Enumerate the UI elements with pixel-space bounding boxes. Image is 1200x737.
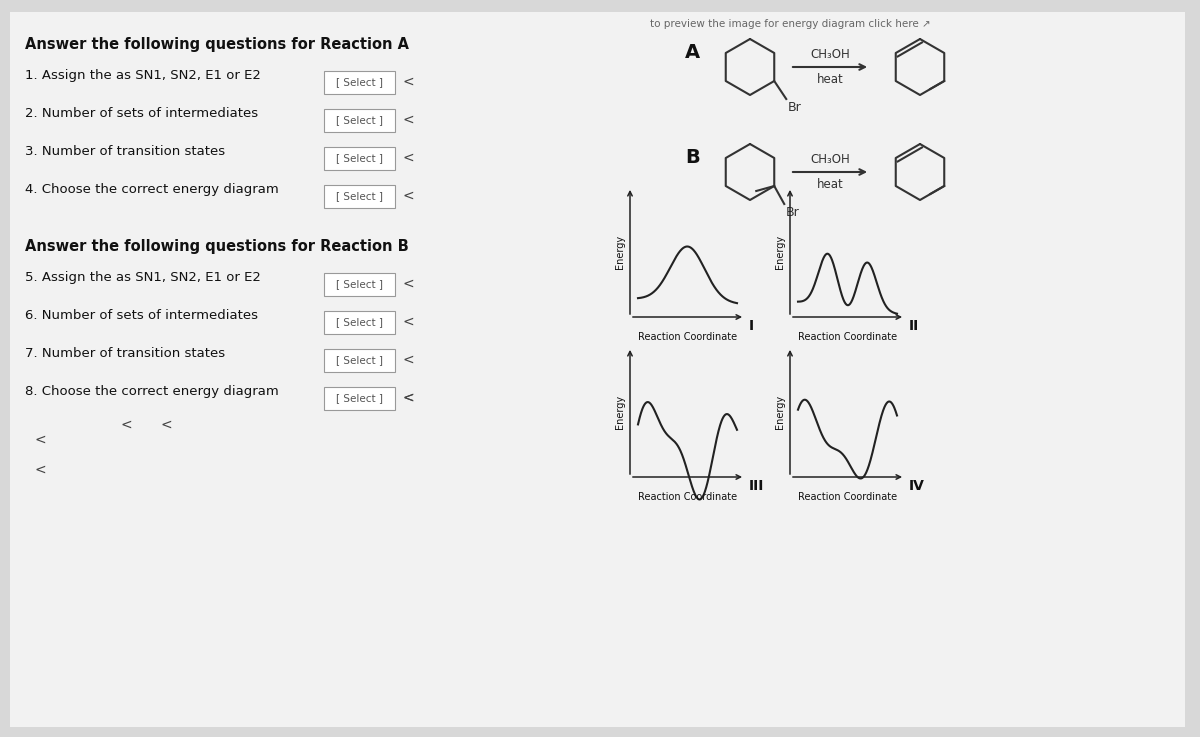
Text: <: <: [403, 151, 415, 165]
Text: II: II: [910, 319, 919, 333]
Text: <: <: [403, 189, 415, 203]
Text: Answer the following questions for Reaction B: Answer the following questions for React…: [25, 239, 409, 254]
FancyBboxPatch shape: [324, 108, 395, 131]
Text: <: <: [403, 315, 415, 329]
FancyBboxPatch shape: [324, 273, 395, 296]
Text: Reaction Coordinate: Reaction Coordinate: [638, 332, 737, 342]
Text: Br: Br: [788, 101, 802, 114]
Text: CH₃OH: CH₃OH: [810, 48, 850, 61]
Text: III: III: [749, 479, 764, 493]
Text: Energy: Energy: [775, 235, 785, 269]
Text: <: <: [403, 113, 415, 127]
Text: <: <: [403, 75, 415, 89]
Text: [ Select ]: [ Select ]: [336, 393, 383, 403]
FancyBboxPatch shape: [324, 184, 395, 208]
Text: <: <: [35, 433, 47, 447]
Text: B: B: [685, 147, 700, 167]
Text: [ Select ]: [ Select ]: [336, 115, 383, 125]
FancyBboxPatch shape: [324, 310, 395, 334]
Text: Answer the following questions for Reaction A: Answer the following questions for React…: [25, 37, 409, 52]
Text: <: <: [403, 391, 415, 405]
FancyBboxPatch shape: [324, 386, 395, 410]
Text: [ Select ]: [ Select ]: [336, 153, 383, 163]
Text: 8. Choose the correct energy diagram: 8. Choose the correct energy diagram: [25, 385, 278, 398]
Text: [ Select ]: [ Select ]: [336, 77, 383, 87]
Text: [ Select ]: [ Select ]: [336, 279, 383, 289]
Text: 3. Number of transition states: 3. Number of transition states: [25, 145, 226, 158]
Text: 1. Assign the as SN1, SN2, E1 or E2: 1. Assign the as SN1, SN2, E1 or E2: [25, 69, 260, 82]
Text: CH₃OH: CH₃OH: [810, 153, 850, 166]
Text: <: <: [160, 418, 172, 432]
Text: 4. Choose the correct energy diagram: 4. Choose the correct energy diagram: [25, 183, 278, 196]
FancyBboxPatch shape: [324, 147, 395, 170]
Text: IV: IV: [910, 479, 925, 493]
Text: [ Select ]: [ Select ]: [336, 317, 383, 327]
Text: Reaction Coordinate: Reaction Coordinate: [798, 492, 898, 502]
Text: 6. Number of sets of intermediates: 6. Number of sets of intermediates: [25, 309, 258, 322]
Text: <: <: [403, 277, 415, 291]
Text: to preview the image for energy diagram click here ↗: to preview the image for energy diagram …: [650, 19, 931, 29]
Text: 2. Number of sets of intermediates: 2. Number of sets of intermediates: [25, 107, 258, 120]
FancyBboxPatch shape: [324, 349, 395, 371]
Text: Energy: Energy: [616, 395, 625, 429]
Text: <: <: [403, 391, 415, 405]
Text: I: I: [749, 319, 754, 333]
Text: <: <: [403, 353, 415, 367]
Text: 7. Number of transition states: 7. Number of transition states: [25, 347, 226, 360]
Text: Energy: Energy: [616, 235, 625, 269]
Text: A: A: [685, 43, 700, 61]
Text: [ Select ]: [ Select ]: [336, 355, 383, 365]
Text: Reaction Coordinate: Reaction Coordinate: [638, 492, 737, 502]
Text: Br: Br: [786, 206, 800, 219]
Text: 5. Assign the as SN1, SN2, E1 or E2: 5. Assign the as SN1, SN2, E1 or E2: [25, 271, 260, 284]
Text: heat: heat: [817, 73, 844, 86]
Text: <: <: [120, 418, 132, 432]
FancyBboxPatch shape: [10, 12, 1186, 727]
FancyBboxPatch shape: [324, 71, 395, 94]
Text: <: <: [35, 463, 47, 477]
Text: [ Select ]: [ Select ]: [336, 191, 383, 201]
Text: Energy: Energy: [775, 395, 785, 429]
Text: heat: heat: [817, 178, 844, 191]
Text: Reaction Coordinate: Reaction Coordinate: [798, 332, 898, 342]
